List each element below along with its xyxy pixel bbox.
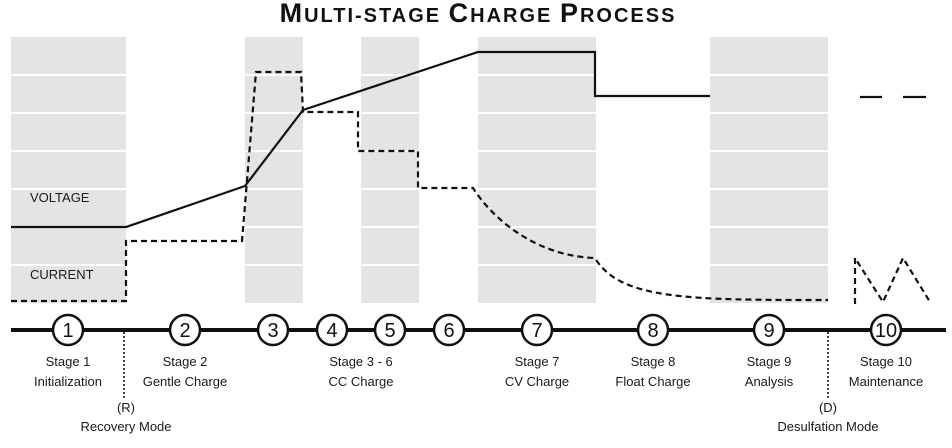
recovery-mode-code: (R) bbox=[117, 400, 135, 415]
stage-marker-8: 8 bbox=[636, 313, 670, 347]
stage-7-label: Stage 7 bbox=[515, 354, 560, 369]
stage-10-label: Stage 10 bbox=[860, 354, 912, 369]
stage-marker-5: 5 bbox=[373, 313, 407, 347]
svg-text:9: 9 bbox=[763, 320, 774, 342]
stage-8-label: Stage 8 bbox=[631, 354, 676, 369]
stage-markers: 1 2 3 4 5 6 7 8 bbox=[51, 313, 903, 347]
band-stage-1 bbox=[11, 37, 126, 303]
band-stage-5 bbox=[361, 37, 419, 303]
stage-marker-10: 10 bbox=[869, 313, 903, 347]
svg-text:4: 4 bbox=[326, 320, 337, 342]
band-stage-7 bbox=[478, 37, 596, 303]
stage-3-6-desc: CC Charge bbox=[328, 374, 393, 389]
current-desulfation-pulses bbox=[853, 254, 931, 305]
svg-text:2: 2 bbox=[179, 320, 190, 342]
stage-3-6-label: Stage 3 - 6 bbox=[329, 354, 393, 369]
stage-10-desc: Maintenance bbox=[849, 374, 923, 389]
svg-text:8: 8 bbox=[647, 320, 658, 342]
stage-marker-1: 1 bbox=[51, 313, 85, 347]
stage-bands bbox=[11, 37, 828, 303]
stage-marker-2: 2 bbox=[168, 313, 202, 347]
svg-text:10: 10 bbox=[875, 320, 897, 342]
svg-text:6: 6 bbox=[443, 320, 454, 342]
svg-text:1: 1 bbox=[62, 320, 73, 342]
diagram-title: MULTI-STAGE CHARGE PROCESS bbox=[280, 0, 677, 28]
stage-labels: Stage 1 Initialization Stage 2 Gentle Ch… bbox=[34, 354, 923, 389]
stage-9-label: Stage 9 bbox=[747, 354, 792, 369]
stage-2-label: Stage 2 bbox=[163, 354, 208, 369]
voltage-label: VOLTAGE bbox=[30, 190, 90, 205]
stage-1-desc: Initialization bbox=[34, 374, 102, 389]
stage-7-desc: CV Charge bbox=[505, 374, 569, 389]
recovery-mode-label: Recovery Mode bbox=[80, 419, 171, 434]
stage-2-desc: Gentle Charge bbox=[143, 374, 228, 389]
svg-text:7: 7 bbox=[531, 320, 542, 342]
stage-8-desc: Float Charge bbox=[615, 374, 690, 389]
stage-marker-7: 7 bbox=[520, 313, 554, 347]
stage-marker-9: 9 bbox=[752, 313, 786, 347]
stage-marker-3: 3 bbox=[256, 313, 290, 347]
voltage-curve bbox=[11, 50, 710, 229]
svg-text:5: 5 bbox=[384, 320, 395, 342]
band-stage-3 bbox=[245, 37, 303, 303]
band-stage-9 bbox=[710, 37, 828, 303]
desulfation-mode-label: Desulfation Mode bbox=[777, 419, 878, 434]
stage-9-desc: Analysis bbox=[745, 374, 794, 389]
recovery-mode-marker: (R) Recovery Mode bbox=[80, 332, 172, 434]
current-label: CURRENT bbox=[30, 267, 94, 282]
desulfation-mode-marker: (D) Desulfation Mode bbox=[777, 332, 879, 434]
desulfation-mode-code: (D) bbox=[819, 400, 837, 415]
stage-1-label: Stage 1 bbox=[46, 354, 91, 369]
stage-marker-6: 6 bbox=[432, 313, 466, 347]
svg-text:3: 3 bbox=[267, 320, 278, 342]
current-curve bbox=[11, 70, 829, 303]
grid-lines bbox=[11, 74, 946, 266]
stage-marker-4: 4 bbox=[315, 313, 349, 347]
